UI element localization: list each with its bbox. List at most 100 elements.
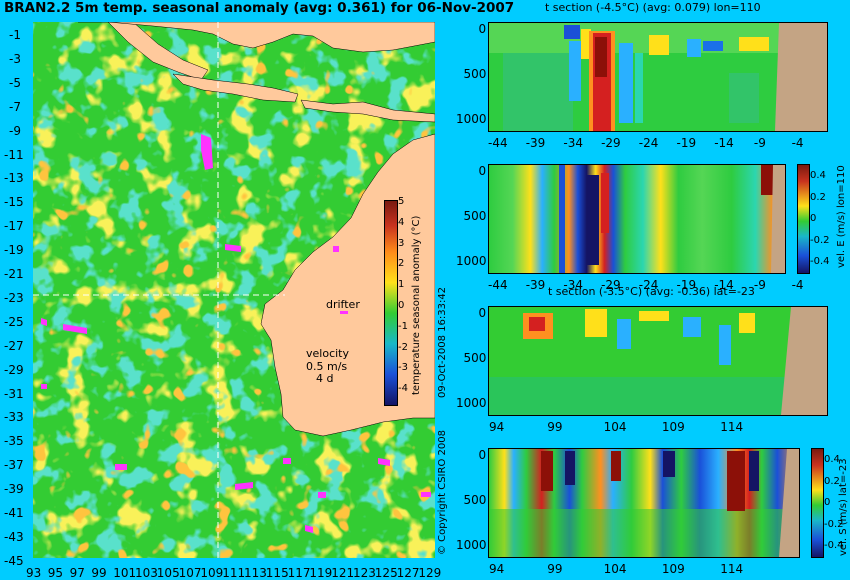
lat-tick-label: -3	[9, 51, 21, 66]
panel-3-x-tick: 104	[603, 420, 627, 434]
map-colorbar-tick: 0	[398, 300, 405, 311]
colorbar-tick: -0.2	[824, 518, 844, 530]
temperature-anomaly-map	[33, 22, 435, 558]
lon-tick-label: 105	[156, 566, 180, 580]
lat-tick-label: -21	[4, 267, 24, 281]
map-colorbar-tick: 3	[398, 237, 405, 249]
panel-1-x-tick: -4	[791, 136, 804, 150]
map-colorbar-tick: -2	[398, 341, 408, 353]
lat-tick-label: -17	[4, 219, 24, 234]
panel-3-x-tick: 109	[661, 420, 685, 434]
map-colorbar-label: temperature seasonal anomaly (°C)	[411, 215, 422, 395]
panel-2-colorbar-label: vel. E (m/s) lon=110	[836, 165, 847, 268]
figure-title: BRAN2.2 5m temp. seasonal anomaly (avg: …	[4, 0, 515, 16]
panel-1-x-tick: -39	[525, 136, 546, 150]
colorbar-tick: 0.2	[810, 191, 826, 203]
panel-2-x-tick: -34	[563, 278, 583, 292]
lon-tick-label: 121	[331, 566, 355, 580]
lon-tick-label: 103	[135, 566, 158, 580]
lon-tick-label: 115	[265, 566, 289, 580]
panel-4-plot	[489, 449, 799, 557]
lon-tick-label: 125	[374, 566, 398, 580]
java-land	[172, 73, 299, 103]
lon-tick-label: 109	[200, 566, 224, 580]
lon-tick-label: 129	[418, 566, 442, 580]
panel-1-temp-section-lon	[488, 22, 828, 132]
panel-2-y-tick: 1000	[456, 254, 487, 268]
lat-tick-label: -19	[4, 243, 24, 258]
panel-2-y-tick: 0	[478, 164, 487, 178]
panel-1-y-tick: 1000	[456, 112, 487, 126]
panel-2-x-tick: -4	[791, 278, 804, 292]
lat-tick-label: -37	[4, 458, 24, 473]
lat-tick-label: -7	[9, 99, 21, 114]
map-colorbar	[384, 200, 398, 406]
panel-3-y-tick: 1000	[456, 396, 487, 410]
panel-1-plot	[489, 23, 827, 131]
lat-tick-label: -23	[4, 290, 24, 305]
panel-3-plot	[489, 307, 827, 415]
map-colorbar-tick: -3	[398, 362, 408, 374]
panel-2-y-tick: 500	[463, 209, 487, 223]
lon-tick-label: 111	[222, 566, 246, 580]
drifter-label: drifter	[326, 298, 360, 311]
map-colorbar-tick: 1	[398, 279, 405, 291]
panel-2-x-tick: -14	[714, 278, 734, 292]
lon-tick-label: 97	[69, 566, 85, 580]
panel-1-y-tick: 500	[463, 67, 487, 81]
lon-tick-label: 93	[26, 566, 42, 580]
map-colorbar-tick: 2	[398, 258, 405, 270]
panel-1-x-tick: -19	[676, 136, 697, 150]
panel-4-x-tick: 109	[661, 562, 685, 576]
copyright-notice: © Copyright CSIRO 2008	[437, 430, 448, 555]
panel-1-x-tick: -44	[488, 136, 508, 150]
lon-tick-label: 117	[287, 566, 311, 580]
map-canvas	[33, 22, 435, 558]
lon-tick-label: 123	[353, 566, 376, 580]
lat-tick-label: -41	[4, 506, 24, 520]
lat-tick-label: -9	[9, 123, 21, 138]
lat-tick-label: -11	[4, 147, 24, 162]
panel-4-y-tick: 1000	[456, 538, 487, 552]
panel-4-colorbar-label: vel. S (m/s) lat=-23	[838, 458, 849, 556]
panel-1-y-tick: 0	[478, 22, 487, 36]
borneo-land	[107, 22, 435, 53]
lat-tick-label: -39	[4, 482, 24, 497]
velocity-label: velocity	[306, 347, 349, 360]
lon-tick-label: 99	[91, 566, 107, 580]
panel-1-x-tick: -29	[601, 136, 621, 150]
map-colorbar-tick: -1	[398, 320, 408, 332]
panel-3-title: t section (-3.5°C) (avg: -0.36) lat=-23	[548, 285, 755, 298]
panel-1-title: t section (-4.5°C) (avg: 0.079) lon=110	[545, 1, 761, 14]
nusa-tenggara-land	[300, 99, 435, 123]
panel-4-y-tick: 500	[463, 493, 487, 507]
lat-tick-label: -31	[4, 386, 24, 401]
map-colorbar-tick: -4	[398, 383, 408, 395]
panel-4-vel-south	[488, 448, 800, 558]
colorbar-tick: 0	[824, 497, 831, 508]
lat-tick-label: -43	[4, 529, 24, 544]
lat-tick-label: -35	[4, 434, 24, 449]
panel-2-x-tick: -44	[488, 278, 508, 292]
panel-4-x-tick: 114	[720, 562, 744, 576]
lat-tick-label: -29	[4, 362, 24, 377]
panel-4-y-tick: 0	[478, 448, 487, 462]
panel-2-x-tick: -29	[601, 278, 621, 292]
map-colorbar-tick: 5	[398, 196, 405, 207]
panel-1-x-tick: -34	[563, 136, 583, 150]
panel-2-x-tick: -39	[525, 278, 546, 292]
panel-2-x-tick: -19	[676, 278, 697, 292]
panel-1-x-tick: -24	[638, 136, 659, 150]
lat-tick-label: -27	[4, 338, 24, 353]
lon-tick-label: 127	[396, 566, 420, 580]
panel-2-x-tick: -24	[638, 278, 659, 292]
panel-2-plot	[489, 165, 785, 273]
panel-2-x-tick: -9	[753, 278, 766, 292]
panel-3-y-tick: 0	[478, 306, 487, 320]
lat-tick-label: -45	[4, 553, 24, 568]
lat-tick-label: -1	[9, 28, 21, 42]
colorbar-tick: -0.4	[824, 540, 844, 551]
panel-3-x-tick: 114	[720, 420, 744, 434]
colorbar-tick: 0.4	[824, 454, 840, 465]
lon-tick-label: 95	[47, 566, 64, 580]
